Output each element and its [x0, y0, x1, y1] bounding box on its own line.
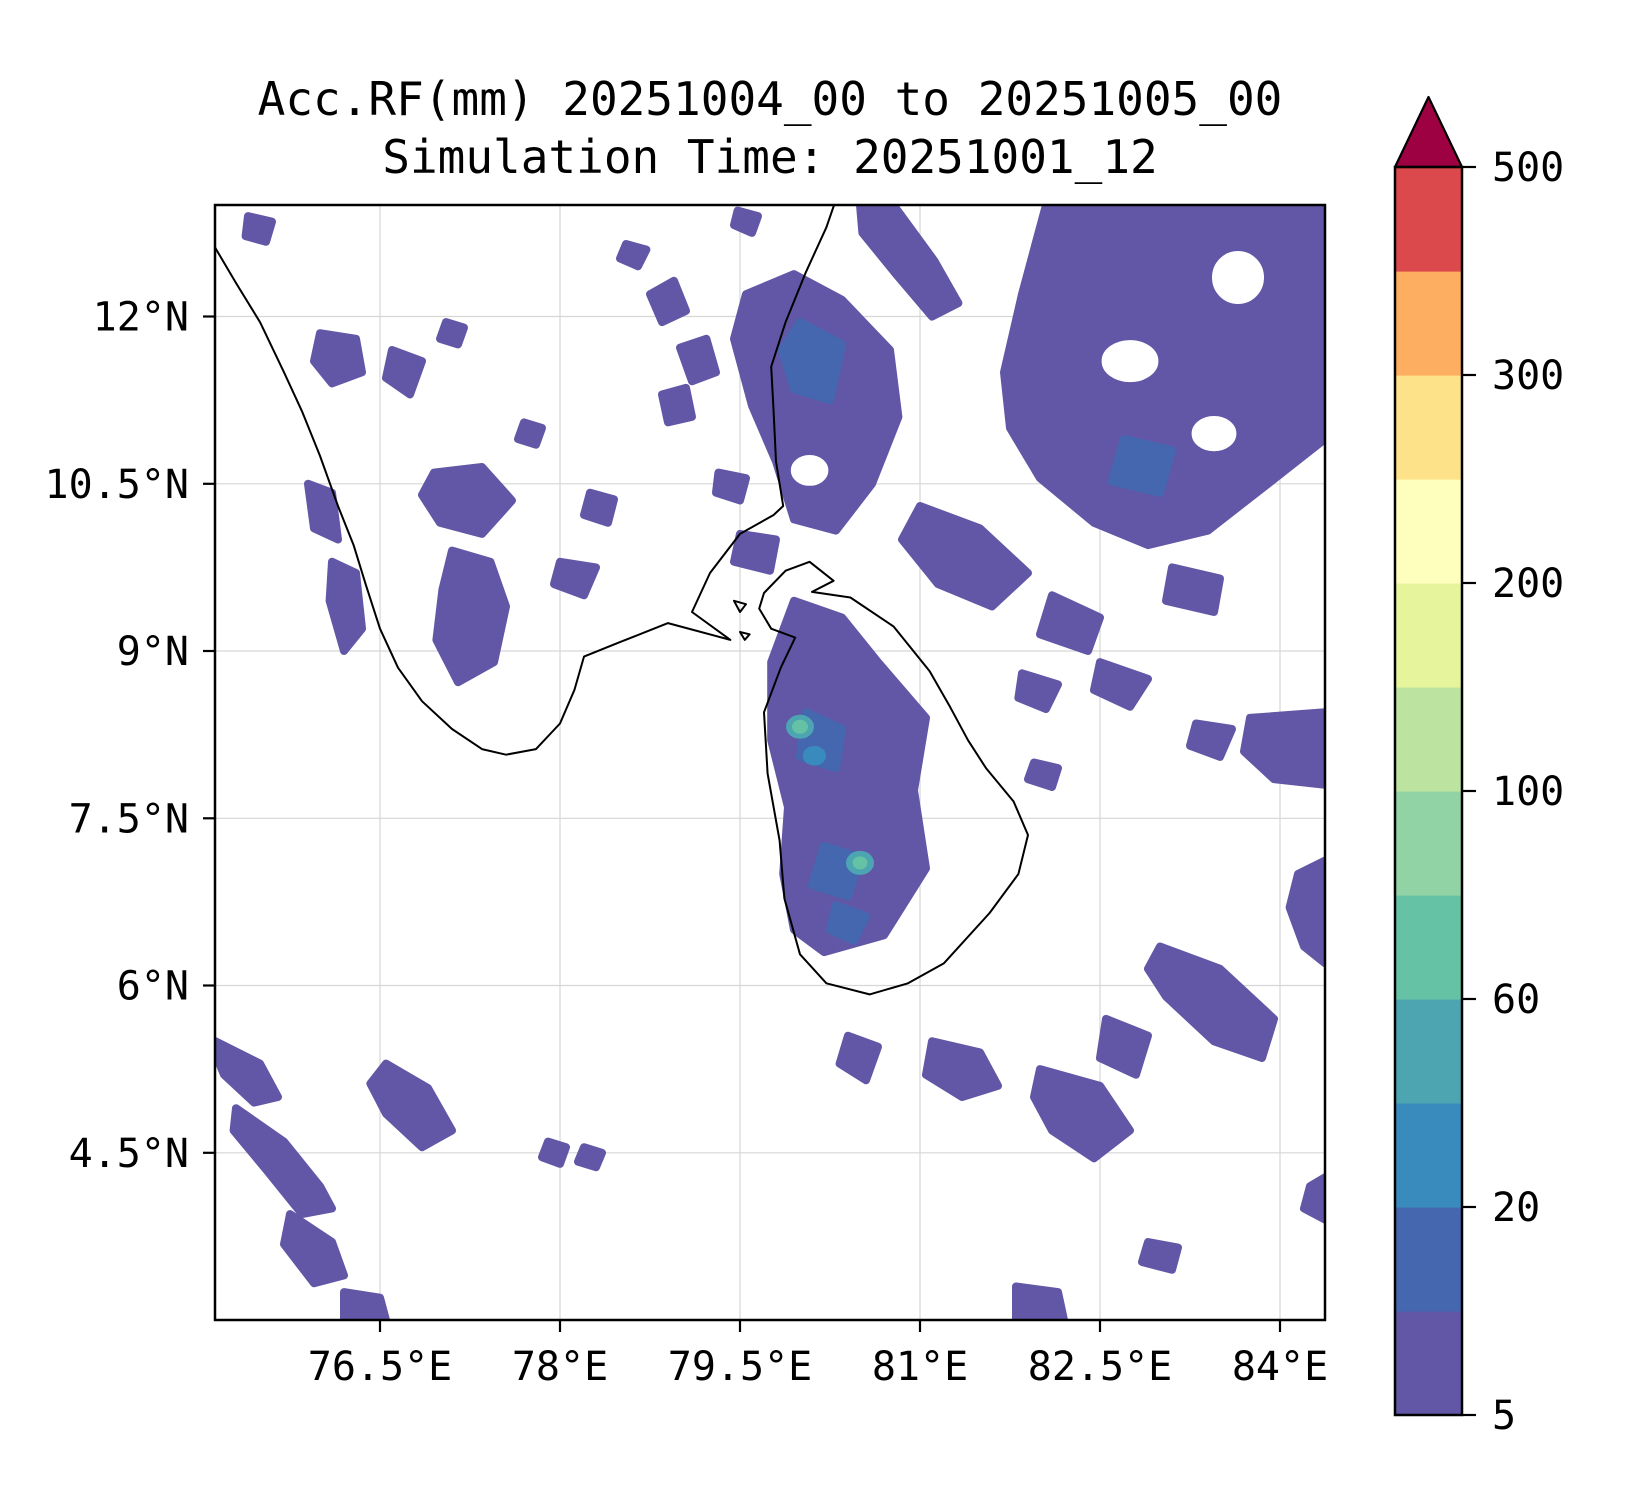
colorbar-segment [1395, 583, 1462, 688]
rain-region [325, 557, 366, 655]
rain-region [646, 276, 690, 327]
colorbar-segment [1395, 167, 1462, 272]
rain-region [898, 502, 1032, 611]
rain-region [1108, 435, 1176, 497]
rain-region [382, 346, 426, 399]
chart-title-block: Acc.RF(mm) 20251004_00 to 20251005_00 Si… [215, 70, 1325, 186]
rain-region [676, 334, 720, 386]
x-tick-label: 76.5°E [308, 1344, 453, 1390]
colorbar-tick-label: 200 [1492, 561, 1564, 607]
rain-region [310, 329, 366, 388]
rain-region [1000, 205, 1325, 550]
rain-region [712, 468, 750, 505]
x-tick-label: 81°E [872, 1344, 968, 1390]
plot-frame [213, 203, 1327, 1322]
y-tick-label: 6°N [117, 964, 189, 1010]
rain-region [574, 1143, 606, 1172]
rain-region [1186, 719, 1236, 761]
rain-region [340, 1288, 390, 1320]
rain-region [538, 1137, 570, 1168]
colorbar-segment [1395, 1207, 1462, 1312]
rain-region [280, 1210, 348, 1288]
rain-region [1036, 591, 1104, 655]
x-tick-label: 82.5°E [1028, 1344, 1173, 1390]
rain-region [1300, 1173, 1325, 1224]
rain-region [1191, 416, 1237, 452]
rain-region [1144, 942, 1278, 1062]
rain-region [432, 546, 510, 687]
rain-region [1285, 856, 1325, 968]
colorbar-tick-label: 500 [1492, 145, 1564, 191]
colorbar-segment [1395, 375, 1462, 480]
rain-region [802, 746, 827, 766]
rain-region [730, 529, 780, 575]
rain-region [514, 418, 546, 449]
rain-region [1024, 758, 1062, 791]
coastline-islet-1 [733, 599, 747, 613]
chart-title: Acc.RF(mm) 20251004_00 to 20251005_00 [257, 72, 1283, 126]
rain-region [835, 1031, 882, 1085]
colorbar-segment [1395, 999, 1462, 1104]
rain-region [856, 205, 963, 321]
x-tick-label: 84°E [1232, 1344, 1328, 1390]
rain-region [229, 1104, 336, 1219]
colorbar-segment [1395, 687, 1462, 792]
rain-region [1162, 563, 1224, 616]
rain-region [616, 240, 651, 271]
y-tick-label: 7.5°N [69, 796, 189, 842]
rain-region [215, 1037, 282, 1107]
rain-region [418, 463, 516, 538]
y-tick-label: 9°N [117, 629, 189, 675]
rain-region [1090, 658, 1152, 711]
coastline-sri-lanka [758, 560, 1029, 996]
colorbar-segment [1395, 791, 1462, 896]
colorbar-tick-label: 5 [1492, 1393, 1516, 1439]
colorbar-extend-arrow [1393, 95, 1464, 169]
rain-region [1101, 340, 1159, 383]
colorbar-segment [1395, 1103, 1462, 1208]
coastline-india [215, 205, 836, 756]
x-tick-label: 78°E [512, 1344, 608, 1390]
y-tick-label: 12°N [93, 295, 189, 341]
colorbar-segment [1395, 479, 1462, 584]
rain-region [1138, 1238, 1182, 1274]
rain-region [436, 318, 468, 349]
chart-subtitle: Simulation Time: 20251001_12 [382, 130, 1158, 184]
colorbar-segment [1395, 271, 1462, 376]
rain-region [304, 479, 342, 544]
rain-region [658, 383, 696, 427]
rain-region [1012, 1282, 1068, 1320]
x-tick-label: 79.5°E [668, 1344, 813, 1390]
colorbar-tick-label: 300 [1492, 353, 1564, 399]
rain-region [1014, 669, 1062, 713]
colorbar-segment [1395, 1311, 1462, 1416]
rain-region [550, 557, 600, 600]
rain-region [826, 901, 870, 945]
colorbar-tick-label: 100 [1492, 769, 1564, 815]
colorbar-tick-label: 20 [1492, 1185, 1540, 1231]
y-tick-label: 4.5°N [69, 1131, 189, 1177]
rain-region [852, 856, 868, 870]
rain-region [792, 719, 808, 734]
rain-region [1096, 1014, 1152, 1079]
rain-region [730, 270, 903, 535]
rain-region [580, 488, 618, 527]
rain-field-layer [215, 205, 1325, 1320]
coastline-islet-2 [739, 631, 751, 641]
rain-region [730, 206, 762, 237]
rain-region [1030, 1065, 1134, 1163]
colorbar-segment [1395, 895, 1462, 1000]
rain-region [790, 455, 829, 486]
rain-region [241, 212, 276, 246]
y-tick-label: 10.5°N [45, 462, 190, 508]
colorbar-tick-label: 60 [1492, 977, 1540, 1023]
rain-region [922, 1037, 1002, 1101]
rain-region [1240, 708, 1325, 789]
rain-region [366, 1059, 456, 1152]
rain-region [778, 318, 846, 405]
rain-region [1212, 251, 1264, 304]
